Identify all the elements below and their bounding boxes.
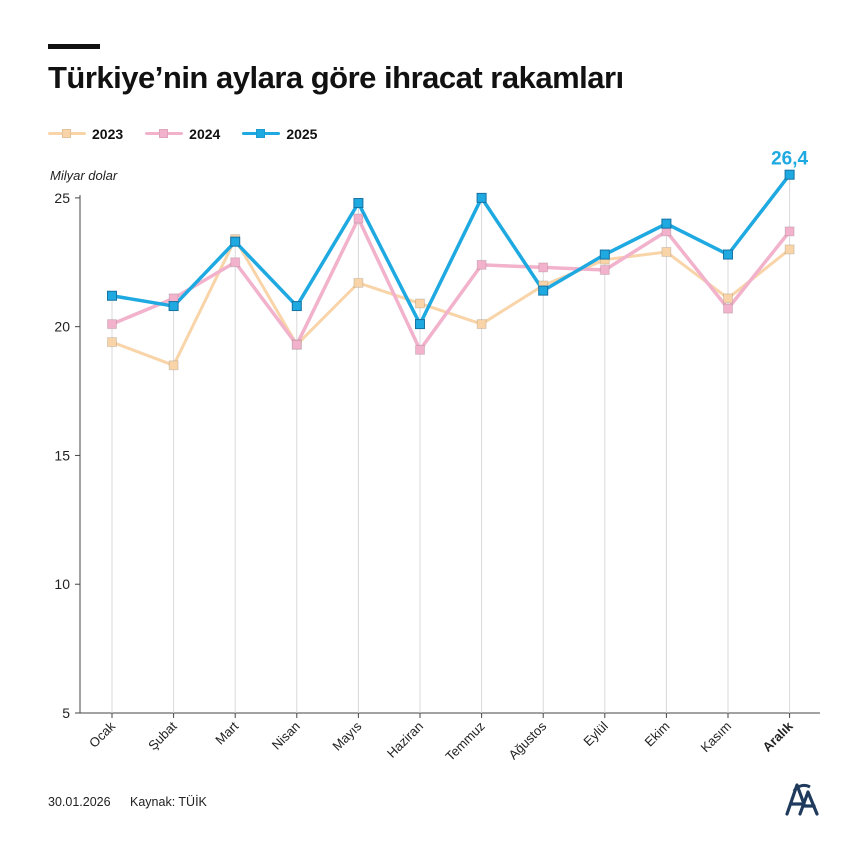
data-point-2025 <box>291 301 302 312</box>
data-point-2024 <box>291 339 302 350</box>
legend-swatch-2023 <box>48 127 86 141</box>
footer-date: 30.01.2026 <box>48 795 111 809</box>
legend-item-2024: 2024 <box>145 126 220 142</box>
legend-label-2025: 2025 <box>286 126 318 142</box>
data-point-2025 <box>168 301 179 312</box>
data-point-2025 <box>230 236 241 247</box>
x-tick-label: Kasım <box>697 719 734 756</box>
series-line-2023 <box>110 237 792 367</box>
x-tick-label: Şubat <box>145 718 180 753</box>
x-tick-label: Haziran <box>384 719 426 761</box>
aa-logo <box>785 783 819 816</box>
data-point-2025 <box>538 285 549 296</box>
data-point-2024 <box>230 257 241 268</box>
data-point-2025 <box>476 192 487 203</box>
data-point-2025 <box>353 198 364 209</box>
x-tick-label: Ocak <box>86 718 118 750</box>
legend: 2023 2024 2025 <box>48 126 317 142</box>
title-rule <box>48 44 100 49</box>
data-point-2023 <box>661 246 672 257</box>
y-tick-label: 25 <box>54 190 70 206</box>
legend-label-2024: 2024 <box>189 126 221 142</box>
data-point-2023 <box>723 293 733 304</box>
y-tick-label: 20 <box>54 319 70 335</box>
x-tick-label: Ekim <box>641 719 672 750</box>
x-tick-label: Mayıs <box>329 718 364 753</box>
y-tick-label: 10 <box>54 576 70 592</box>
data-point-2024 <box>476 259 487 270</box>
data-point-2025 <box>415 319 425 330</box>
legend-label-2023: 2023 <box>92 126 124 142</box>
x-tick-label: Ağustos <box>505 718 549 762</box>
data-point-2025 <box>107 290 117 301</box>
series-line-2024 <box>110 216 792 352</box>
legend-swatch-2025 <box>242 127 281 141</box>
footer-source: Kaynak: TÜİK <box>130 795 207 809</box>
data-point-2023 <box>415 298 425 309</box>
x-tick-label: Eylül <box>580 718 611 749</box>
legend-item-2023: 2023 <box>48 126 123 142</box>
x-tick-label: Temmuz <box>442 719 487 764</box>
data-point-2025 <box>599 249 610 260</box>
data-point-2023 <box>168 360 179 371</box>
data-point-2024 <box>723 303 733 314</box>
data-point-2024 <box>599 264 610 275</box>
chart-title: Türkiye’nin aylara göre ihracat rakamlar… <box>48 60 624 95</box>
y-tick-label: 5 <box>62 705 70 721</box>
data-point-2023 <box>353 277 364 288</box>
data-point-2025 <box>723 249 733 260</box>
data-point-2024 <box>107 319 117 330</box>
data-point-2023 <box>107 337 117 348</box>
x-tick-label: Aralık <box>760 718 797 755</box>
x-tick-label: Nisan <box>269 719 303 753</box>
series-line-2025 <box>110 172 792 326</box>
data-label-annotation: 26,4 <box>771 149 808 170</box>
data-point-2024 <box>415 344 425 355</box>
legend-swatch-2024 <box>145 127 184 141</box>
data-point-2024 <box>353 213 364 224</box>
data-point-2023 <box>476 319 487 330</box>
data-point-2024 <box>538 262 549 273</box>
data-point-2025 <box>784 169 795 180</box>
y-axis-label: Milyar dolar <box>50 168 118 183</box>
data-point-2025 <box>661 218 672 229</box>
x-tick-label: Mart <box>212 718 241 747</box>
data-point-2024 <box>784 226 795 237</box>
y-tick-label: 15 <box>54 447 70 463</box>
data-point-2023 <box>784 244 795 255</box>
legend-item-2025: 2025 <box>242 126 317 142</box>
